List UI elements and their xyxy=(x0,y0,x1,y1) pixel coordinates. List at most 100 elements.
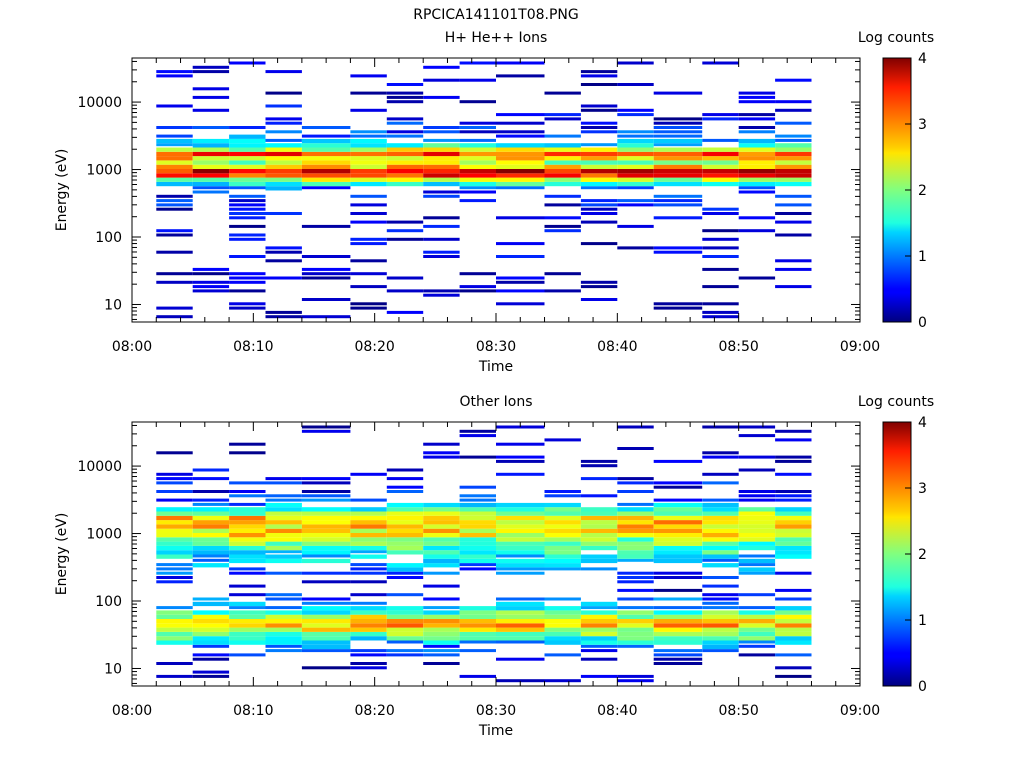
heatmap-cell xyxy=(192,289,230,293)
heatmap-cell xyxy=(580,104,618,108)
heatmap-cell xyxy=(192,181,230,187)
heatmap-cell xyxy=(386,485,424,489)
heatmap-cell xyxy=(738,614,776,619)
heatmap-cell xyxy=(775,169,812,174)
heatmap-cell xyxy=(653,636,703,641)
heatmap-cell xyxy=(775,541,812,546)
heatmap-cell xyxy=(738,571,776,575)
heatmap-cell xyxy=(617,644,654,648)
heatmap-cell xyxy=(350,545,387,551)
heatmap-cell xyxy=(496,160,545,165)
heatmap-cell xyxy=(459,169,496,174)
heatmap-cell xyxy=(653,143,703,147)
heatmap-cell xyxy=(156,203,193,207)
heatmap-cell xyxy=(738,494,776,498)
heatmap-cell xyxy=(653,156,703,161)
heatmap-cell xyxy=(544,494,581,498)
y-tick-label: 1000 xyxy=(86,163,122,179)
heatmap-cell xyxy=(738,563,776,567)
heatmap-cell xyxy=(580,186,618,190)
heatmap-cell xyxy=(653,181,703,187)
heatmap-cell xyxy=(459,640,496,644)
heatmap-cell xyxy=(459,130,496,134)
heatmap-cell xyxy=(156,610,193,615)
heatmap-cell xyxy=(423,520,460,525)
heatmap-cell xyxy=(775,108,812,112)
heatmap-cell xyxy=(496,186,545,190)
heatmap-cell xyxy=(580,533,618,538)
heatmap-cell xyxy=(580,121,618,125)
x-axis: 08:00 08:10 08:20 08:30 08:40 08:50 09:00 xyxy=(112,58,880,355)
heatmap-cell xyxy=(653,640,703,645)
heatmap-cell xyxy=(423,156,460,161)
heatmap-cell xyxy=(350,533,387,538)
heatmap-cell xyxy=(229,593,266,597)
heatmap-cell xyxy=(350,151,387,157)
heatmap-cell xyxy=(386,537,424,542)
y-tick-label: 1000 xyxy=(86,527,122,543)
heatmap-cell xyxy=(653,173,703,178)
heatmap-cell xyxy=(301,255,351,258)
y-tick-label: 10 xyxy=(104,297,122,313)
heatmap-cell xyxy=(496,631,545,637)
heatmap-cell xyxy=(544,528,581,533)
heatmap-cell xyxy=(617,447,654,450)
heatmap-cell xyxy=(301,649,351,653)
heatmap-cell xyxy=(192,143,230,148)
heatmap-cell xyxy=(386,502,424,508)
x-tick-label: 08:20 xyxy=(354,703,394,719)
heatmap-cell xyxy=(702,614,739,619)
heatmap-cell xyxy=(459,121,496,125)
heatmap-cell xyxy=(496,442,545,446)
heatmap-cell xyxy=(653,588,703,592)
heatmap-cell xyxy=(301,298,351,301)
heatmap-cell xyxy=(580,459,618,463)
heatmap-cell xyxy=(423,147,460,152)
heatmap-cell xyxy=(423,584,460,588)
heatmap-cell xyxy=(229,614,266,619)
heatmap-cell xyxy=(301,537,351,542)
heatmap-cell xyxy=(702,597,739,601)
heatmap-cell xyxy=(423,511,460,516)
heatmap-cell xyxy=(496,113,545,117)
heatmap-cell xyxy=(156,151,193,157)
heatmap-cell xyxy=(386,576,424,579)
heatmap-cell xyxy=(653,558,703,564)
heatmap-cell xyxy=(702,113,739,117)
heatmap-cell xyxy=(580,644,618,648)
heatmap-cell xyxy=(544,216,581,220)
heatmap-cell xyxy=(423,455,460,459)
heatmap-cell xyxy=(265,524,302,529)
heatmap-cell xyxy=(617,541,654,546)
heatmap-cell xyxy=(702,593,739,597)
heatmap-cell xyxy=(496,74,545,78)
heatmap-cell xyxy=(229,533,266,538)
heatmap-cell xyxy=(702,147,739,152)
heatmap-cell xyxy=(580,298,618,301)
heatmap-cell xyxy=(775,588,812,592)
heatmap-cell xyxy=(738,160,776,165)
heatmap-cell xyxy=(775,194,812,198)
heatmap-cell xyxy=(423,545,460,551)
heatmap-cell xyxy=(350,220,387,224)
x-tick-label: 08:50 xyxy=(718,339,758,355)
heatmap-cell xyxy=(459,558,496,564)
heatmap-cell xyxy=(386,220,424,224)
heatmap-cell xyxy=(459,164,496,169)
heatmap-cell xyxy=(459,550,496,555)
heatmap-cell xyxy=(265,477,302,481)
heatmap-cell xyxy=(192,524,230,529)
heatmap-cell xyxy=(617,576,654,579)
heatmap-cell xyxy=(775,631,812,637)
heatmap-cell xyxy=(423,143,460,148)
heatmap-cell xyxy=(192,636,230,641)
heatmap-cell xyxy=(702,315,739,319)
heatmap-cell xyxy=(775,550,812,555)
heatmap-cell xyxy=(702,425,739,429)
heatmap-cell xyxy=(386,173,424,178)
heatmap-cell xyxy=(580,520,618,525)
heatmap-cell xyxy=(738,627,776,632)
heatmap-cell xyxy=(738,558,776,564)
heatmap-cell xyxy=(702,169,739,174)
heatmap-cell xyxy=(156,143,193,147)
